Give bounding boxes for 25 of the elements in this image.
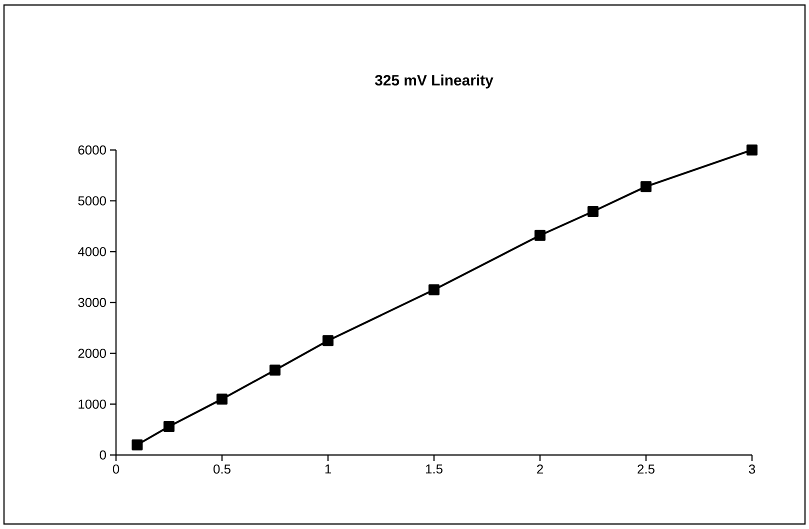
point	[132, 439, 143, 450]
y-tick-label: 3000	[78, 298, 106, 308]
y-tick-label: 2000	[78, 348, 106, 358]
y-tick-label: 6000	[78, 145, 106, 155]
point	[270, 364, 281, 376]
y-tick-label: 1000	[78, 400, 106, 409]
x-tick-label: 1.5	[426, 464, 442, 474]
x-tick-label: 0	[112, 464, 120, 474]
point	[216, 394, 228, 405]
y-tick-label: 4000	[78, 247, 106, 256]
point	[746, 144, 758, 156]
x-tick-label: 3	[748, 464, 756, 474]
point	[640, 181, 652, 192]
point	[588, 206, 599, 217]
point	[164, 421, 175, 432]
point	[322, 335, 334, 346]
x-tick-label: 2	[537, 464, 543, 474]
x-tick-label: 2.5	[638, 464, 654, 474]
y-tick-label: 0	[100, 450, 106, 460]
point	[428, 284, 440, 296]
y-tick-label: 5000	[78, 196, 106, 206]
point	[534, 230, 546, 241]
chart-title: 325 mV Linearity	[374, 74, 494, 88]
x-tick-label: 0.5	[214, 464, 230, 474]
x-tick-label: 1	[325, 464, 331, 474]
